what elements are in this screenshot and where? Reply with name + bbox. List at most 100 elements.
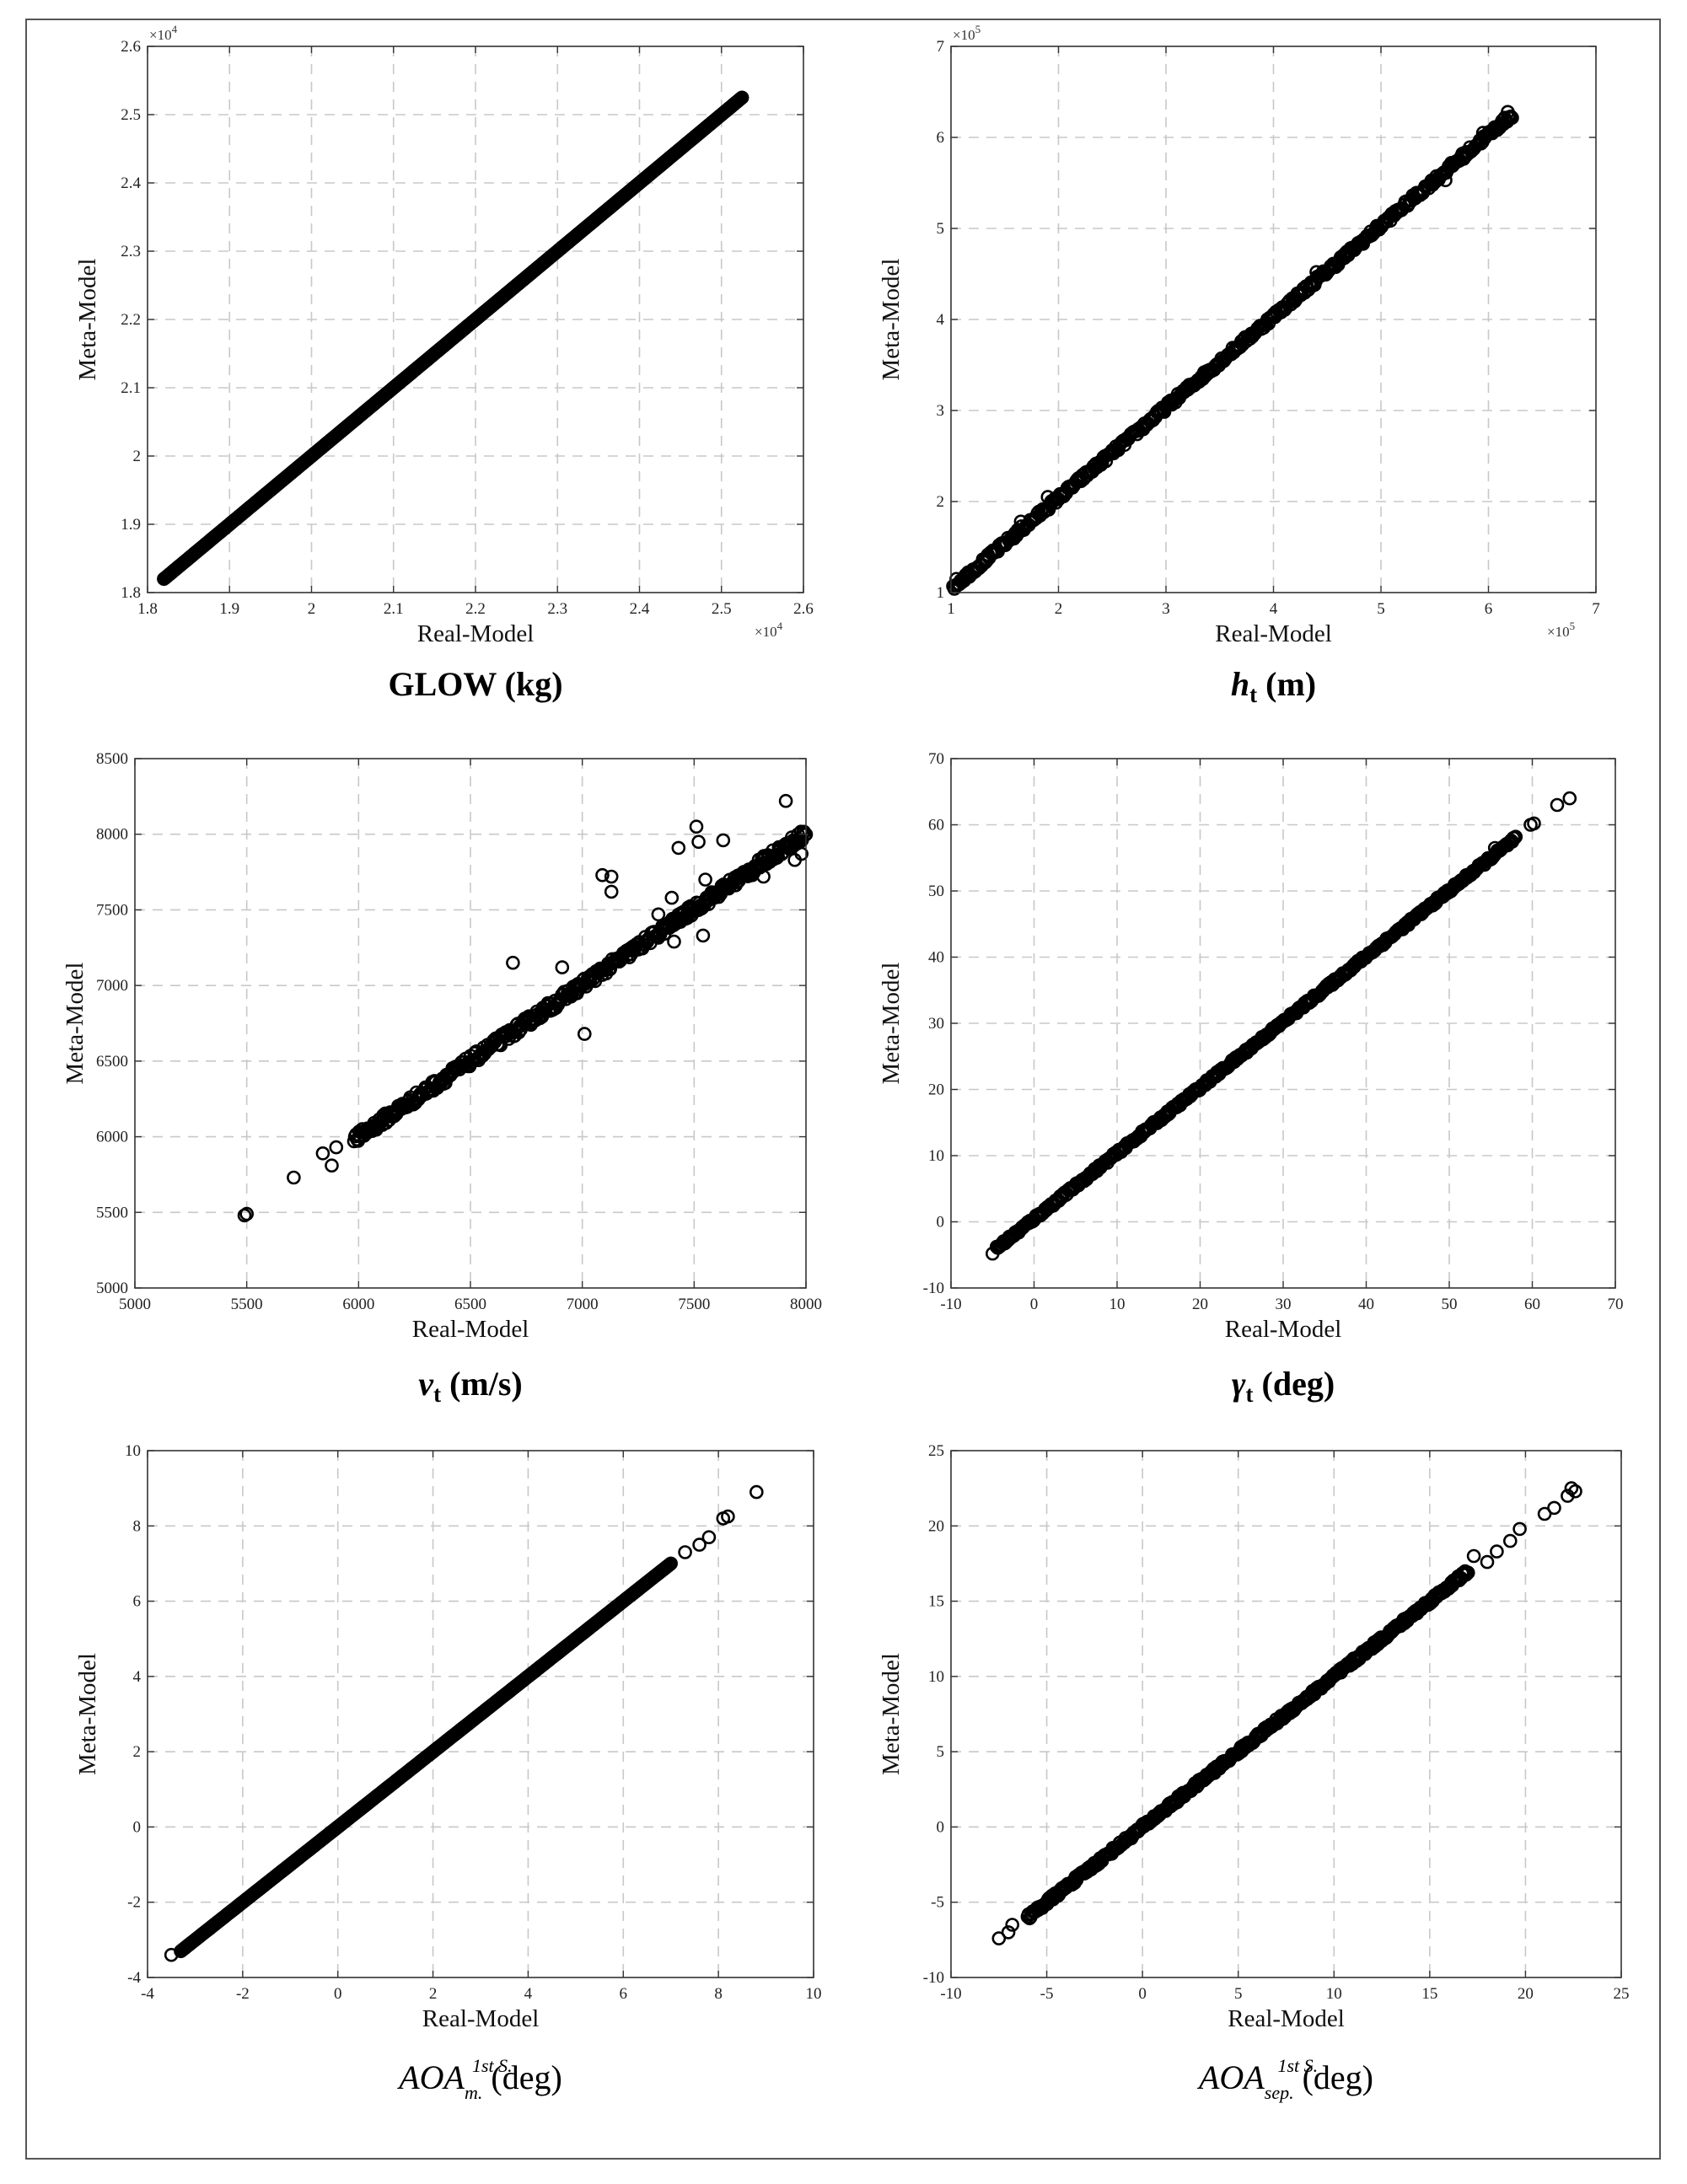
data-point xyxy=(1503,1533,1518,1548)
data-point xyxy=(164,1947,179,1962)
data-point xyxy=(706,890,722,905)
y-tick-label: 2.2 xyxy=(121,311,141,329)
y-tick-label: 5500 xyxy=(96,1204,128,1221)
x-tick-label: -4 xyxy=(141,1985,154,2003)
data-point xyxy=(689,819,704,834)
data-point xyxy=(1537,1506,1552,1521)
data-point xyxy=(595,867,610,883)
y-axis-label: Meta-Model xyxy=(62,963,89,1085)
data-point xyxy=(1466,1548,1481,1564)
data-point xyxy=(604,884,619,899)
data-point xyxy=(667,934,681,949)
y-tick-label: 0 xyxy=(937,1214,945,1232)
y-tick-label: 2 xyxy=(133,1743,142,1761)
data-point xyxy=(721,1509,735,1524)
data-point xyxy=(1494,116,1509,131)
x-axis-label: Real-Model xyxy=(1215,620,1332,647)
data-point xyxy=(315,1146,330,1161)
x-tick-label: 5500 xyxy=(231,1296,263,1313)
panel-3: 5000 5500 6000 6500 7000 7500 8000 5000 5500 6000… xyxy=(62,750,822,1407)
x-axis-multiplier: ×104 xyxy=(755,620,783,640)
x-tick-label: 2.5 xyxy=(712,600,732,618)
data-point xyxy=(794,846,809,861)
x-tick-label: 15 xyxy=(1421,1985,1437,2003)
y-tick-label: 70 xyxy=(928,750,944,768)
data-point xyxy=(1501,105,1515,120)
data-point xyxy=(756,869,771,884)
x-tick-label: 30 xyxy=(1276,1296,1292,1313)
axes-box xyxy=(950,1450,1622,1978)
y-tick-label: 4 xyxy=(133,1668,142,1686)
y-tick-label: 10 xyxy=(928,1668,944,1686)
y-tick-label: 2 xyxy=(937,493,945,511)
x-tick-label: 6500 xyxy=(454,1296,486,1313)
x-tick-label: 2.6 xyxy=(793,600,814,618)
x-tick-label: 8000 xyxy=(790,1296,822,1313)
data-point xyxy=(778,793,793,808)
data-point xyxy=(1512,1521,1527,1537)
data-point xyxy=(696,928,711,943)
y-tick-label: 5000 xyxy=(96,1280,128,1297)
x-tick-label: 8 xyxy=(714,1985,723,2003)
data-point xyxy=(1461,1565,1475,1580)
y-tick-label: 4 xyxy=(937,311,945,329)
x-tick-label: 4 xyxy=(1270,600,1278,618)
data-point xyxy=(671,840,686,856)
x-tick-label: 2.3 xyxy=(547,600,567,618)
y-axis-label: Meta-Model xyxy=(878,1653,905,1775)
x-tick-label: 1 xyxy=(947,600,955,618)
data-point xyxy=(701,1530,717,1544)
data-point xyxy=(1550,797,1565,813)
y-tick-label: -10 xyxy=(923,1969,944,1987)
data-point xyxy=(1508,829,1523,845)
axes-box xyxy=(147,1450,814,1978)
x-tick-label: 60 xyxy=(1524,1296,1540,1313)
x-tick-label: 10 xyxy=(806,1985,822,2003)
data-point xyxy=(991,1931,1007,1945)
data-point xyxy=(555,960,570,974)
panel-caption: vt (m/s) xyxy=(418,1365,522,1407)
y-tick-label: 7 xyxy=(937,38,945,56)
data-point xyxy=(664,890,680,905)
x-tick-label: 20 xyxy=(1192,1296,1208,1313)
x-axis-label: Real-Model xyxy=(1225,1316,1342,1343)
x-tick-label: 5 xyxy=(1377,600,1385,618)
x-tick-label: 7 xyxy=(1592,600,1600,618)
x-tick-label: 2.2 xyxy=(465,600,486,618)
data-point xyxy=(1487,840,1502,856)
data-point xyxy=(734,90,749,105)
data-point xyxy=(1568,1484,1582,1499)
x-tick-label: 10 xyxy=(1109,1296,1126,1313)
data-point xyxy=(692,1537,706,1552)
data-point xyxy=(651,907,666,922)
y-tick-label: 0 xyxy=(133,1818,142,1836)
x-tick-label: 2 xyxy=(1055,600,1063,618)
x-tick-label: 2 xyxy=(429,1985,438,2003)
x-tick-label: 20 xyxy=(1518,1985,1534,2003)
y-tick-label: 20 xyxy=(928,1517,944,1535)
data-point xyxy=(506,955,520,970)
x-tick-label: 6 xyxy=(620,1985,628,2003)
y-tick-label: 40 xyxy=(928,949,944,967)
y-tick-label: 2.6 xyxy=(121,38,141,56)
data-point xyxy=(678,1545,692,1559)
x-tick-label: 70 xyxy=(1608,1296,1624,1313)
x-tick-label: 40 xyxy=(1358,1296,1374,1313)
x-tick-label: 0 xyxy=(334,1985,342,2003)
y-tick-label: 25 xyxy=(928,1442,944,1460)
data-point xyxy=(239,1206,255,1221)
x-tick-label: 7500 xyxy=(678,1296,710,1313)
caption-superscript: 1st S. xyxy=(472,2055,513,2076)
data-point xyxy=(1562,791,1577,806)
y-tick-label: 10 xyxy=(125,1442,141,1460)
x-tick-label: -2 xyxy=(236,1985,250,2003)
y-tick-label: 60 xyxy=(928,817,944,834)
y-tick-label: 20 xyxy=(928,1081,944,1099)
data-point xyxy=(691,834,706,850)
data-point xyxy=(1040,490,1056,504)
x-tick-label: 0 xyxy=(1030,1296,1039,1313)
y-tick-label: 3 xyxy=(937,402,945,420)
series-points xyxy=(164,1484,764,1962)
series-points xyxy=(946,105,1519,596)
